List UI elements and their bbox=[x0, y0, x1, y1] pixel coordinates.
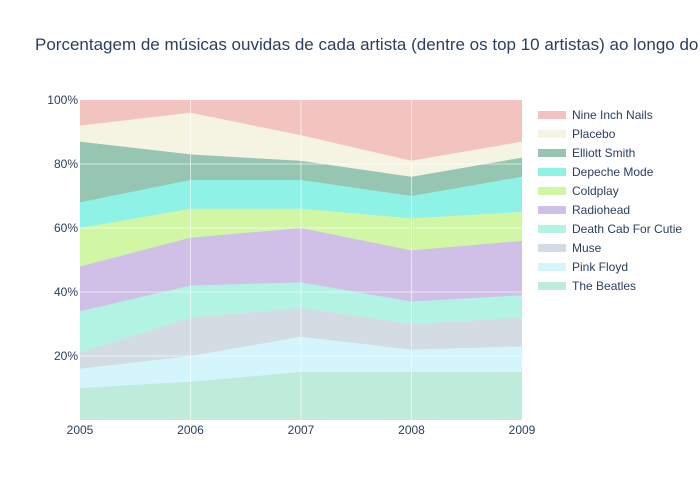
x-tick-label: 2007 bbox=[288, 423, 315, 437]
x-tick-label: 2008 bbox=[398, 423, 425, 437]
gridlines bbox=[80, 100, 522, 420]
legend-swatch bbox=[538, 282, 566, 290]
legend-label: Death Cab For Cutie bbox=[572, 222, 682, 236]
legend-swatch bbox=[538, 225, 566, 233]
y-tick-label: 40% bbox=[54, 285, 78, 299]
legend-label: The Beatles bbox=[572, 279, 636, 293]
chart-title: Porcentagem de músicas ouvidas de cada a… bbox=[35, 35, 698, 54]
x-tick-label: 2009 bbox=[509, 423, 536, 437]
legend-item-depeche-mode[interactable]: Depeche Mode bbox=[538, 165, 654, 179]
legend-swatch bbox=[538, 168, 566, 176]
y-axis: 20% 40% 60% 80% 100% bbox=[47, 93, 78, 363]
legend-label: Muse bbox=[572, 241, 602, 255]
legend-item-death-cab-for-cutie[interactable]: Death Cab For Cutie bbox=[538, 222, 682, 236]
legend-label: Elliott Smith bbox=[572, 146, 635, 160]
legend-item-pink-floyd[interactable]: Pink Floyd bbox=[538, 260, 628, 274]
legend-swatch bbox=[538, 206, 566, 214]
legend-swatch bbox=[538, 149, 566, 157]
legend-label: Coldplay bbox=[572, 184, 619, 198]
legend-label: Pink Floyd bbox=[572, 260, 628, 274]
legend-swatch bbox=[538, 130, 566, 138]
legend-item-muse[interactable]: Muse bbox=[538, 241, 602, 255]
y-tick-label: 100% bbox=[47, 93, 78, 107]
legend-label: Depeche Mode bbox=[572, 165, 654, 179]
legend-label: Radiohead bbox=[572, 203, 630, 217]
legend-swatch bbox=[538, 111, 566, 119]
legend-swatch bbox=[538, 244, 566, 252]
x-axis: 2005 2006 2007 2008 2009 bbox=[67, 423, 536, 437]
y-tick-label: 80% bbox=[54, 157, 78, 171]
legend-label: Nine Inch Nails bbox=[572, 108, 653, 122]
legend-swatch bbox=[538, 263, 566, 271]
legend: Nine Inch Nails Placebo Elliott Smith Depec… bbox=[538, 108, 682, 293]
legend-item-radiohead[interactable]: Radiohead bbox=[538, 203, 630, 217]
legend-item-elliott-smith[interactable]: Elliott Smith bbox=[538, 146, 635, 160]
legend-item-placebo[interactable]: Placebo bbox=[538, 127, 616, 141]
x-tick-label: 2005 bbox=[67, 423, 94, 437]
legend-item-coldplay[interactable]: Coldplay bbox=[538, 184, 619, 198]
legend-item-the-beatles[interactable]: The Beatles bbox=[538, 279, 636, 293]
legend-item-nine-inch-nails[interactable]: Nine Inch Nails bbox=[538, 108, 653, 122]
x-tick-label: 2006 bbox=[177, 423, 204, 437]
y-tick-label: 20% bbox=[54, 349, 78, 363]
y-tick-label: 60% bbox=[54, 221, 78, 235]
legend-label: Placebo bbox=[572, 127, 616, 141]
legend-swatch bbox=[538, 187, 566, 195]
